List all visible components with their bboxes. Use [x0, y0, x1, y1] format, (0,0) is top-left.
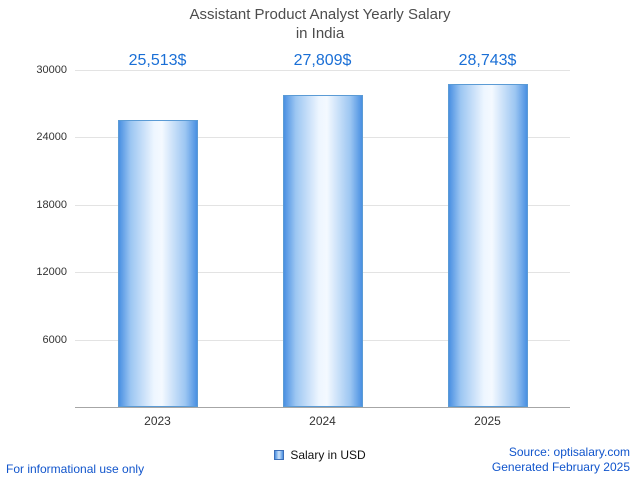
source-block: Source: optisalary.com Generated Februar…: [492, 445, 630, 476]
x-tick-2023: 2023: [144, 414, 171, 428]
bar-value-2025: 28,743$: [458, 52, 517, 69]
bar-value-2024: 27,809$: [293, 52, 352, 69]
x-tick-2025: 2025: [474, 414, 501, 428]
legend-label: Salary in USD: [290, 448, 366, 462]
y-tick-label: 18000: [36, 198, 67, 211]
bar-value-labels: 25,513$ 27,809$ 28,743$: [75, 52, 570, 74]
bar-slot-2024: [240, 70, 405, 407]
bar-slot-2025: [405, 70, 570, 407]
chart-title: Assistant Product Analyst Yearly Salary …: [0, 6, 640, 44]
y-tick-label: 12000: [36, 266, 67, 279]
y-tick-label: 6000: [42, 333, 67, 346]
legend: Salary in USD: [0, 448, 640, 462]
y-tick-label: 24000: [36, 131, 67, 144]
plot-area: 30000 24000 18000 12000 6000: [36, 64, 570, 408]
bar-2023[interactable]: [117, 120, 198, 407]
chart-title-line1: Assistant Product Analyst Yearly Salary: [189, 6, 451, 23]
informational-note: For informational use only: [6, 462, 145, 476]
generated-date: Generated February 2025: [491, 460, 630, 475]
gridline-30000: 30000: [36, 64, 570, 76]
bar-slot-2023: [75, 70, 240, 407]
chart-title-line2: in India: [295, 24, 345, 42]
y-tick-label: 30000: [36, 64, 67, 76]
bar-2024[interactable]: [282, 94, 363, 407]
blue-square-icon: [274, 450, 285, 460]
x-axis-labels: 2023 2024 2025: [75, 414, 570, 428]
bars-group: [75, 70, 570, 407]
bar-value-2023: 25,513$: [128, 52, 187, 69]
source-link[interactable]: Source: optisalary.com: [508, 444, 630, 459]
x-tick-2024: 2024: [309, 414, 336, 428]
bar-2025[interactable]: [447, 84, 528, 407]
